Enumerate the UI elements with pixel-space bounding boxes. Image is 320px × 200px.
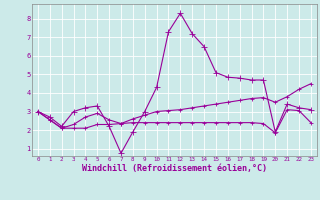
X-axis label: Windchill (Refroidissement éolien,°C): Windchill (Refroidissement éolien,°C): [82, 164, 267, 173]
